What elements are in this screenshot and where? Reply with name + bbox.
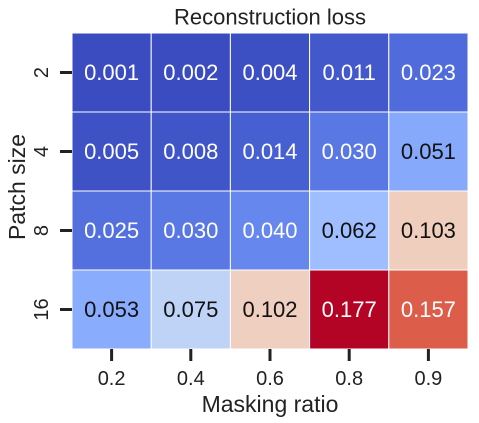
heatmap-cell (229, 269, 311, 350)
cell-value-label: 0.030 (322, 139, 377, 164)
x-tick-label: 0.2 (98, 368, 126, 390)
heatmap-cell (71, 111, 152, 192)
cell-value-labels: 0.001 0.002 0.004 0.011 0.023 0.005 0.008 0.014… (84, 60, 456, 322)
heatmap-cell (309, 32, 390, 113)
heatmap-cell (388, 190, 469, 271)
heatmap-cell (229, 111, 311, 192)
cell-value-label: 0.177 (322, 297, 377, 322)
heatmap-cell (309, 269, 390, 350)
cell-value-label: 0.157 (401, 297, 456, 322)
cell-value-label: 0.002 (163, 60, 218, 85)
cell-value-label: 0.001 (84, 60, 139, 85)
cell-value-label: 0.025 (84, 218, 139, 243)
heatmap-cell (388, 269, 469, 350)
chart-title: Reconstruction loss (174, 5, 366, 30)
cell-value-label: 0.011 (322, 60, 375, 85)
cell-value-label: 0.014 (242, 139, 297, 164)
cell-value-label: 0.004 (242, 60, 297, 85)
y-tick-label: 16 (31, 298, 53, 320)
heatmap-cell (150, 269, 231, 350)
heatmap-cell (229, 32, 311, 113)
heatmap-cells (71, 32, 469, 350)
x-tick-label: 0.4 (177, 368, 205, 390)
x-tick-label: 0.6 (256, 368, 284, 390)
y-tick-label: 8 (31, 225, 53, 236)
cell-value-label: 0.030 (163, 218, 218, 243)
heatmap-cell (150, 32, 231, 113)
cell-value-label: 0.053 (84, 297, 139, 322)
cell-value-label: 0.040 (242, 218, 297, 243)
x-tick-label: 0.8 (335, 368, 363, 390)
heatmap-cell (309, 190, 390, 271)
cell-value-label: 0.023 (401, 60, 456, 85)
cell-value-label: 0.062 (322, 218, 377, 243)
cell-value-label: 0.008 (163, 139, 218, 164)
x-axis-title: Masking ratio (202, 391, 339, 417)
heatmap-cell (388, 111, 469, 192)
y-axis-title: Patch size (4, 134, 30, 240)
y-tick-label: 2 (31, 67, 53, 78)
x-axis-ticks: 0.2 0.4 0.6 0.8 0.9 (98, 349, 442, 390)
heatmap-cell (71, 32, 152, 113)
heatmap-cell (150, 190, 231, 271)
cell-value-label: 0.102 (242, 297, 297, 322)
cell-value-label: 0.075 (163, 297, 218, 322)
heatmap-cell (229, 190, 311, 271)
cell-value-label: 0.103 (401, 218, 456, 243)
x-tick-label: 0.9 (414, 368, 442, 390)
cell-value-label: 0.051 (401, 139, 456, 164)
cell-value-label: 0.005 (84, 139, 139, 164)
y-tick-label: 4 (31, 146, 53, 157)
y-axis-ticks: 2 4 8 16 (31, 67, 72, 321)
heatmap-cell (388, 32, 469, 113)
